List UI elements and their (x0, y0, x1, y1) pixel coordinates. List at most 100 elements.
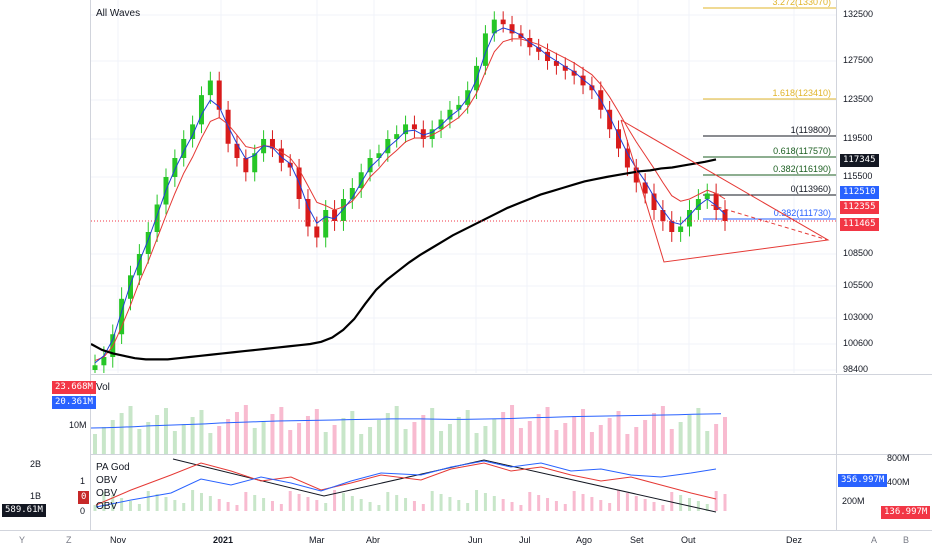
obv-bar (439, 494, 443, 511)
candle-body (376, 153, 382, 158)
candle-body (367, 158, 373, 173)
obv-bar (270, 501, 274, 511)
obv-mid-tick-1: 1 (80, 476, 86, 486)
volume-ma-line (91, 413, 722, 429)
projection-dashed (710, 204, 829, 241)
price-chart[interactable]: 3.272(133070) 1.618(123410) 1(119800) 0.618… (91, 0, 836, 373)
volume-bar (607, 418, 612, 454)
volume-bar (536, 414, 541, 454)
volume-bar (492, 419, 497, 454)
volume-bar (323, 432, 328, 454)
obv-bar (714, 491, 718, 511)
candle-body (119, 298, 125, 335)
time-tick-label: Jul (519, 535, 531, 545)
volume-pane[interactable]: Vol 10M (69, 374, 836, 454)
fib-level-label: 3.272(133070) (772, 0, 831, 7)
volume-bar (447, 424, 452, 454)
volume-bar (155, 415, 160, 454)
candle-body (713, 193, 719, 210)
volume-bar (714, 424, 719, 454)
volume-bar (217, 426, 222, 454)
candle-body (154, 204, 160, 232)
volume-bar (199, 410, 204, 454)
fib-level-label: 0(113960) (791, 184, 831, 194)
volume-bar (589, 432, 594, 454)
obv-bar (448, 497, 452, 511)
candle-body (234, 143, 240, 158)
price-tag: 112355 (840, 201, 879, 214)
candle-body (562, 65, 568, 71)
volume-bar (616, 411, 621, 454)
candle-body (172, 158, 178, 177)
obv-bar (581, 494, 585, 511)
volume-bar (368, 427, 373, 454)
obv-bar (253, 495, 257, 511)
price-tick-label: 100600 (843, 338, 874, 348)
obv-bar (483, 493, 487, 511)
volume-bar (226, 419, 231, 454)
volume-bar (518, 428, 523, 454)
price-tag: 117345 (840, 154, 879, 167)
candle-body (252, 153, 258, 173)
time-tick-label: Nov (110, 535, 127, 545)
volume-bar (252, 428, 257, 454)
volume-bar (359, 434, 364, 454)
time-tick-label: Mar (309, 535, 325, 545)
volume-bar (350, 411, 355, 454)
candle-body (669, 221, 675, 232)
volume-bar (456, 417, 461, 454)
obv-bar (661, 505, 665, 511)
ema-fast-line (94, 27, 726, 364)
candle-body (314, 226, 320, 238)
volume-bar (172, 431, 177, 454)
time-tick-label: Abr (366, 535, 381, 545)
volume-chart[interactable] (91, 375, 836, 454)
volume-bar (723, 417, 727, 454)
candle-body (92, 365, 98, 370)
time-tick-label: Jun (468, 535, 483, 545)
price-axis[interactable]: 132500 127500 123500 119500 115500 108500 1055… (836, 0, 932, 374)
obv-bar (128, 501, 132, 511)
fib-level-label: 1.618(123410) (772, 88, 831, 98)
obv-right-tick-400m: 400M (887, 477, 910, 487)
price-pane[interactable]: 3.272(133070) 1.618(123410) 1(119800) 0.618… (91, 0, 836, 373)
obv-bar (262, 498, 266, 511)
obv-bar (350, 496, 354, 511)
volume-title: Vol (96, 382, 110, 393)
volume-bar (261, 421, 266, 454)
candle-body (660, 210, 666, 221)
candle-body (181, 139, 187, 158)
candle-body (482, 33, 488, 66)
volume-bar (270, 414, 275, 454)
obv-left-tick-2b: 2B (30, 459, 42, 469)
obv-bar (93, 505, 97, 511)
obv-bar (670, 492, 674, 511)
candle-body (145, 232, 151, 254)
volume-bar (412, 422, 417, 454)
candle-body (616, 129, 622, 149)
volume-bar (305, 416, 310, 454)
volume-bar (554, 430, 559, 454)
obv-pane[interactable]: PA God OBV OBV OBV (91, 454, 836, 531)
obv-bar (404, 498, 408, 511)
obv-chart[interactable] (91, 455, 836, 531)
obv-bar (652, 502, 656, 511)
obv-right-tick-200m: 200M (842, 496, 865, 506)
candle-body (704, 193, 710, 199)
candle-body (438, 119, 444, 130)
time-axis[interactable]: Nov 2021 Mar Abr Jun Jul Ago Set Out Dez Y Z A B (0, 530, 932, 551)
candle-body (607, 109, 613, 130)
obv-bar (155, 494, 159, 511)
obv-bar (111, 495, 115, 511)
candle-body (642, 182, 648, 194)
price-tick-label: 98400 (843, 364, 869, 374)
obv-bar (492, 496, 496, 511)
candle-body (323, 210, 329, 238)
volume-bar (93, 434, 97, 454)
volume-bar (696, 408, 701, 454)
fib-level-label: 0.382(116190) (773, 164, 831, 174)
obv-bar (608, 503, 612, 511)
obv-bar (324, 503, 328, 511)
candle-body (633, 167, 639, 183)
volume-bar (288, 430, 293, 454)
